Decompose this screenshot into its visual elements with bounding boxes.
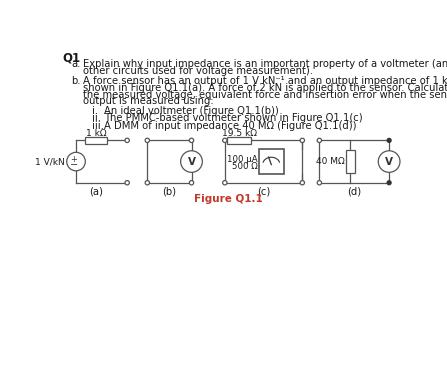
Text: (d): (d) <box>347 187 361 197</box>
Circle shape <box>223 181 227 185</box>
Bar <box>346 150 354 173</box>
Text: Explain why input impedance is an important property of a voltmeter (and: Explain why input impedance is an import… <box>83 59 447 69</box>
Text: −: − <box>70 159 78 170</box>
Circle shape <box>145 181 149 185</box>
Text: Figure Q1.1: Figure Q1.1 <box>194 194 263 204</box>
Circle shape <box>317 138 321 142</box>
Circle shape <box>378 151 400 172</box>
Circle shape <box>317 181 321 185</box>
Text: other circuits used for voltage measurement).: other circuits used for voltage measurem… <box>83 66 313 76</box>
Circle shape <box>300 138 304 142</box>
Text: A force sensor has an output of 1 V kN⁻¹ and an output impedance of 1 kΩ, as: A force sensor has an output of 1 V kN⁻¹… <box>83 76 447 86</box>
Text: 40 MΩ: 40 MΩ <box>316 157 345 166</box>
Text: b.: b. <box>72 76 81 86</box>
Circle shape <box>181 151 202 172</box>
Text: the measured voltage, equivalent force and insertion error when the sensor’s: the measured voltage, equivalent force a… <box>83 89 447 99</box>
Text: (c): (c) <box>257 187 270 197</box>
Text: shown in Figure Q1.1(a). A force of 2 kN is applied to the sensor. Calculate: shown in Figure Q1.1(a). A force of 2 kN… <box>83 83 447 92</box>
Circle shape <box>387 139 391 142</box>
Text: V: V <box>187 157 195 166</box>
Text: i.: i. <box>92 106 98 116</box>
Text: (b): (b) <box>162 187 177 197</box>
Bar <box>259 149 284 174</box>
Text: V: V <box>385 157 393 166</box>
Text: iii.: iii. <box>92 121 104 131</box>
Circle shape <box>387 181 391 185</box>
Circle shape <box>190 138 194 142</box>
Circle shape <box>300 181 304 185</box>
Text: The PMMC-based voltmeter shown in Figure Q1.1(c): The PMMC-based voltmeter shown in Figure… <box>104 113 363 123</box>
Text: 100 μA: 100 μA <box>227 155 257 164</box>
Text: (a): (a) <box>90 187 104 197</box>
Text: +: + <box>70 155 77 164</box>
Circle shape <box>67 152 85 171</box>
Text: output is measured using:: output is measured using: <box>83 96 214 106</box>
Bar <box>227 137 251 144</box>
Text: A DMM of input impedance 40 MΩ (Figure Q1.1(d)): A DMM of input impedance 40 MΩ (Figure Q… <box>104 121 356 131</box>
Bar <box>85 137 107 144</box>
Text: 1 V/kN: 1 V/kN <box>35 157 65 166</box>
Text: a.: a. <box>72 59 81 69</box>
Text: 1 kΩ: 1 kΩ <box>86 129 106 138</box>
Circle shape <box>125 138 129 142</box>
Text: An ideal voltmeter (Figure Q1.1(b)): An ideal voltmeter (Figure Q1.1(b)) <box>104 106 278 116</box>
Text: Q1: Q1 <box>62 51 80 64</box>
Circle shape <box>223 138 227 142</box>
Circle shape <box>190 181 194 185</box>
Text: ii.: ii. <box>92 113 101 123</box>
Circle shape <box>125 181 129 185</box>
Text: 19.5 kΩ: 19.5 kΩ <box>222 129 257 138</box>
Circle shape <box>145 138 149 142</box>
Text: 500 Ω: 500 Ω <box>232 162 257 171</box>
